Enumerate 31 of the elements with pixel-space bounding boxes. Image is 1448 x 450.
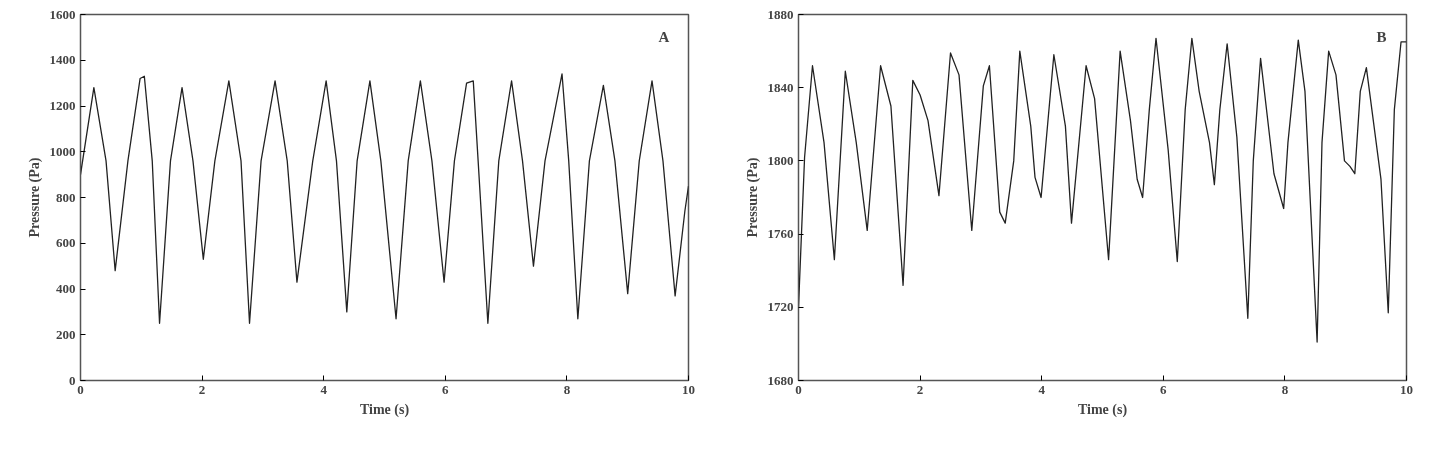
y-tick-label: 1200 (49, 98, 76, 113)
y-tick-label: 1680 (767, 372, 794, 388)
x-tick-label: 8 (563, 381, 571, 397)
y-tick-label: 200 (56, 326, 76, 342)
x-tick-label: 2 (198, 381, 206, 397)
x-axis-title: Time (s) (359, 401, 410, 418)
y-tick-label: 400 (56, 281, 76, 296)
y-axis-title: Pressure (Pa) (26, 157, 43, 238)
y-tick-label: 1720 (767, 299, 794, 315)
y-tick-label: 1400 (49, 52, 76, 68)
annotation: B (1376, 28, 1387, 45)
y-tick-label: 1840 (767, 79, 794, 95)
x-tick-label: 8 (1281, 381, 1289, 397)
x-tick-label: 4 (1038, 381, 1046, 397)
y-tick-label: 1760 (767, 226, 794, 242)
annotation: A (658, 28, 670, 45)
x-axis-title: Time (s) (1077, 401, 1128, 418)
x-tick-label: 2 (916, 381, 924, 397)
x-tick-label: 6 (442, 381, 450, 397)
y-tick-label: 1000 (49, 143, 76, 159)
x-tick-label: 10 (682, 381, 695, 397)
y-tick-label: 800 (56, 189, 76, 205)
x-tick-label: 6 (1160, 381, 1168, 397)
y-tick-label: 1600 (49, 6, 76, 22)
y-axis-title: Pressure (Pa) (744, 157, 761, 238)
y-tick-label: 1800 (767, 152, 794, 168)
y-tick-label: 600 (56, 235, 76, 251)
x-tick-label: 10 (1400, 381, 1413, 397)
y-tick-label: 1880 (767, 6, 794, 22)
x-tick-label: 4 (320, 381, 328, 397)
line-series (80, 73, 689, 324)
